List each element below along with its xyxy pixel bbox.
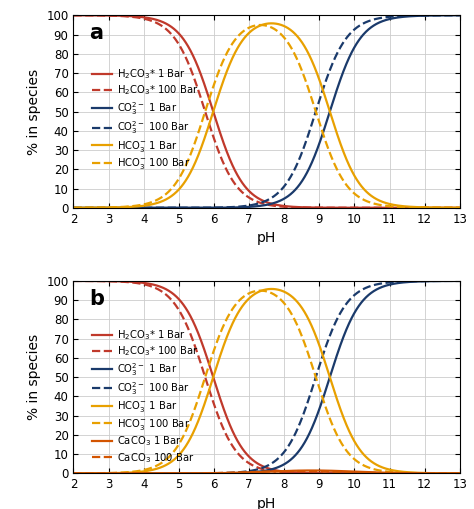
X-axis label: pH: pH — [257, 497, 276, 509]
Y-axis label: % in species: % in species — [27, 334, 41, 420]
Text: b: b — [89, 289, 104, 308]
Legend: H$_2$CO$_3$* 1 Bar, H$_2$CO$_3$* 100 Bar, CO$_3^{2-}$ 1 Bar, CO$_3^{2-}$ 100 Bar: H$_2$CO$_3$* 1 Bar, H$_2$CO$_3$* 100 Bar… — [88, 324, 203, 468]
X-axis label: pH: pH — [257, 231, 276, 245]
Y-axis label: % in species: % in species — [27, 68, 41, 155]
Legend: H$_2$CO$_3$* 1 Bar, H$_2$CO$_3$* 100 Bar, CO$_3^{2-}$ 1 Bar, CO$_3^{2-}$ 100 Bar: H$_2$CO$_3$* 1 Bar, H$_2$CO$_3$* 100 Bar… — [88, 63, 203, 175]
Text: a: a — [89, 23, 103, 43]
